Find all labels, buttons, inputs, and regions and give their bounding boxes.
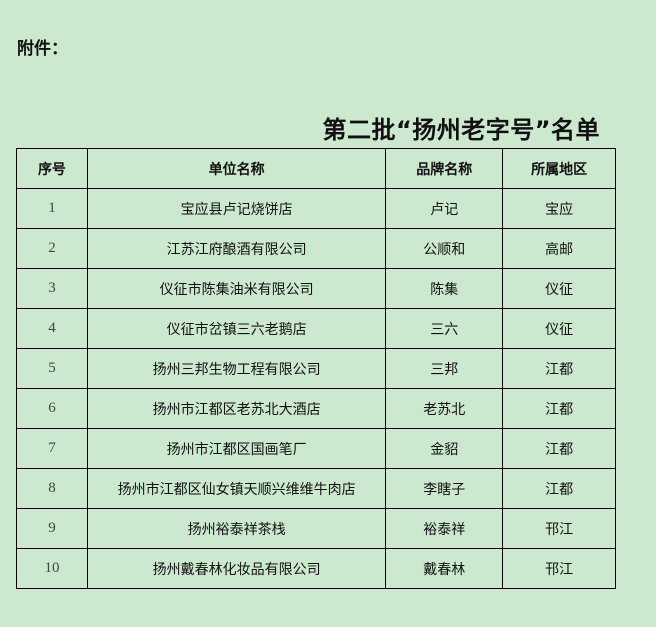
- cell-brand: 戴春林: [385, 548, 504, 589]
- brand-list-table: 序号 单位名称 品牌名称 所属地区 1 宝应县卢记烧饼店 卢记 宝应 2 江苏江府酿酒有限…: [16, 148, 616, 589]
- cell-region: 江都: [502, 388, 616, 429]
- table-row: 2 江苏江府酿酒有限公司 公顺和 高邮: [16, 228, 616, 269]
- cell-company: 扬州市江都区国画笔厂: [86, 428, 387, 469]
- cell-region: 江都: [502, 348, 616, 389]
- cell-brand: 金貂: [385, 428, 504, 469]
- cell-company: 仪征市岔镇三六老鹅店: [86, 308, 387, 349]
- cell-index: 1: [16, 188, 88, 229]
- document-title: 第二批“扬州老字号”名单: [322, 116, 600, 144]
- cell-index: 10: [16, 548, 88, 589]
- cell-company: 宝应县卢记烧饼店: [86, 188, 387, 229]
- cell-index: 4: [16, 308, 88, 349]
- cell-company: 仪征市陈集油米有限公司: [86, 268, 387, 309]
- cell-region: 江都: [502, 428, 616, 469]
- cell-brand: 卢记: [385, 188, 504, 229]
- cell-region: 邗江: [502, 548, 616, 589]
- cell-index: 7: [16, 428, 88, 469]
- table-row: 6 扬州市江都区老苏北大酒店 老苏北 江都: [16, 388, 616, 429]
- table-row: 5 扬州三邦生物工程有限公司 三邦 江都: [16, 348, 616, 389]
- cell-index: 2: [16, 228, 88, 269]
- cell-company: 扬州裕泰祥茶栈: [86, 508, 387, 549]
- cell-index: 9: [16, 508, 88, 549]
- cell-index: 3: [16, 268, 88, 309]
- cell-brand: 三六: [385, 308, 504, 349]
- cell-company: 扬州市江都区老苏北大酒店: [86, 388, 387, 429]
- attachment-label: 附件：: [17, 39, 68, 59]
- header-brand: 品牌名称: [385, 148, 504, 189]
- table-row: 7 扬州市江都区国画笔厂 金貂 江都: [16, 428, 616, 469]
- cell-company: 扬州戴春林化妆品有限公司: [86, 548, 387, 589]
- cell-brand: 公顺和: [385, 228, 504, 269]
- cell-company: 扬州市江都区仙女镇天顺兴维维牛肉店: [86, 468, 387, 509]
- table-row: 1 宝应县卢记烧饼店 卢记 宝应: [16, 188, 616, 229]
- table-row: 8 扬州市江都区仙女镇天顺兴维维牛肉店 李瞎子 江都: [16, 468, 616, 509]
- cell-brand: 老苏北: [385, 388, 504, 429]
- cell-brand: 李瞎子: [385, 468, 504, 509]
- cell-brand: 裕泰祥: [385, 508, 504, 549]
- cell-region: 仪征: [502, 308, 616, 349]
- cell-region: 邗江: [502, 508, 616, 549]
- cell-region: 高邮: [502, 228, 616, 269]
- cell-index: 8: [16, 468, 88, 509]
- header-region: 所属地区: [502, 148, 616, 189]
- cell-brand: 三邦: [385, 348, 504, 389]
- table-row: 9 扬州裕泰祥茶栈 裕泰祥 邗江: [16, 508, 616, 549]
- table-row: 10 扬州戴春林化妆品有限公司 戴春林 邗江: [16, 548, 616, 589]
- cell-index: 5: [16, 348, 88, 389]
- header-company: 单位名称: [86, 148, 387, 189]
- table-row: 4 仪征市岔镇三六老鹅店 三六 仪征: [16, 308, 616, 349]
- cell-index: 6: [16, 388, 88, 429]
- header-index: 序号: [16, 148, 88, 189]
- cell-company: 江苏江府酿酒有限公司: [86, 228, 387, 269]
- cell-brand: 陈集: [385, 268, 504, 309]
- cell-region: 江都: [502, 468, 616, 509]
- cell-region: 宝应: [502, 188, 616, 229]
- cell-region: 仪征: [502, 268, 616, 309]
- table-row: 3 仪征市陈集油米有限公司 陈集 仪征: [16, 268, 616, 309]
- cell-company: 扬州三邦生物工程有限公司: [86, 348, 387, 389]
- table-header-row: 序号 单位名称 品牌名称 所属地区: [16, 148, 616, 189]
